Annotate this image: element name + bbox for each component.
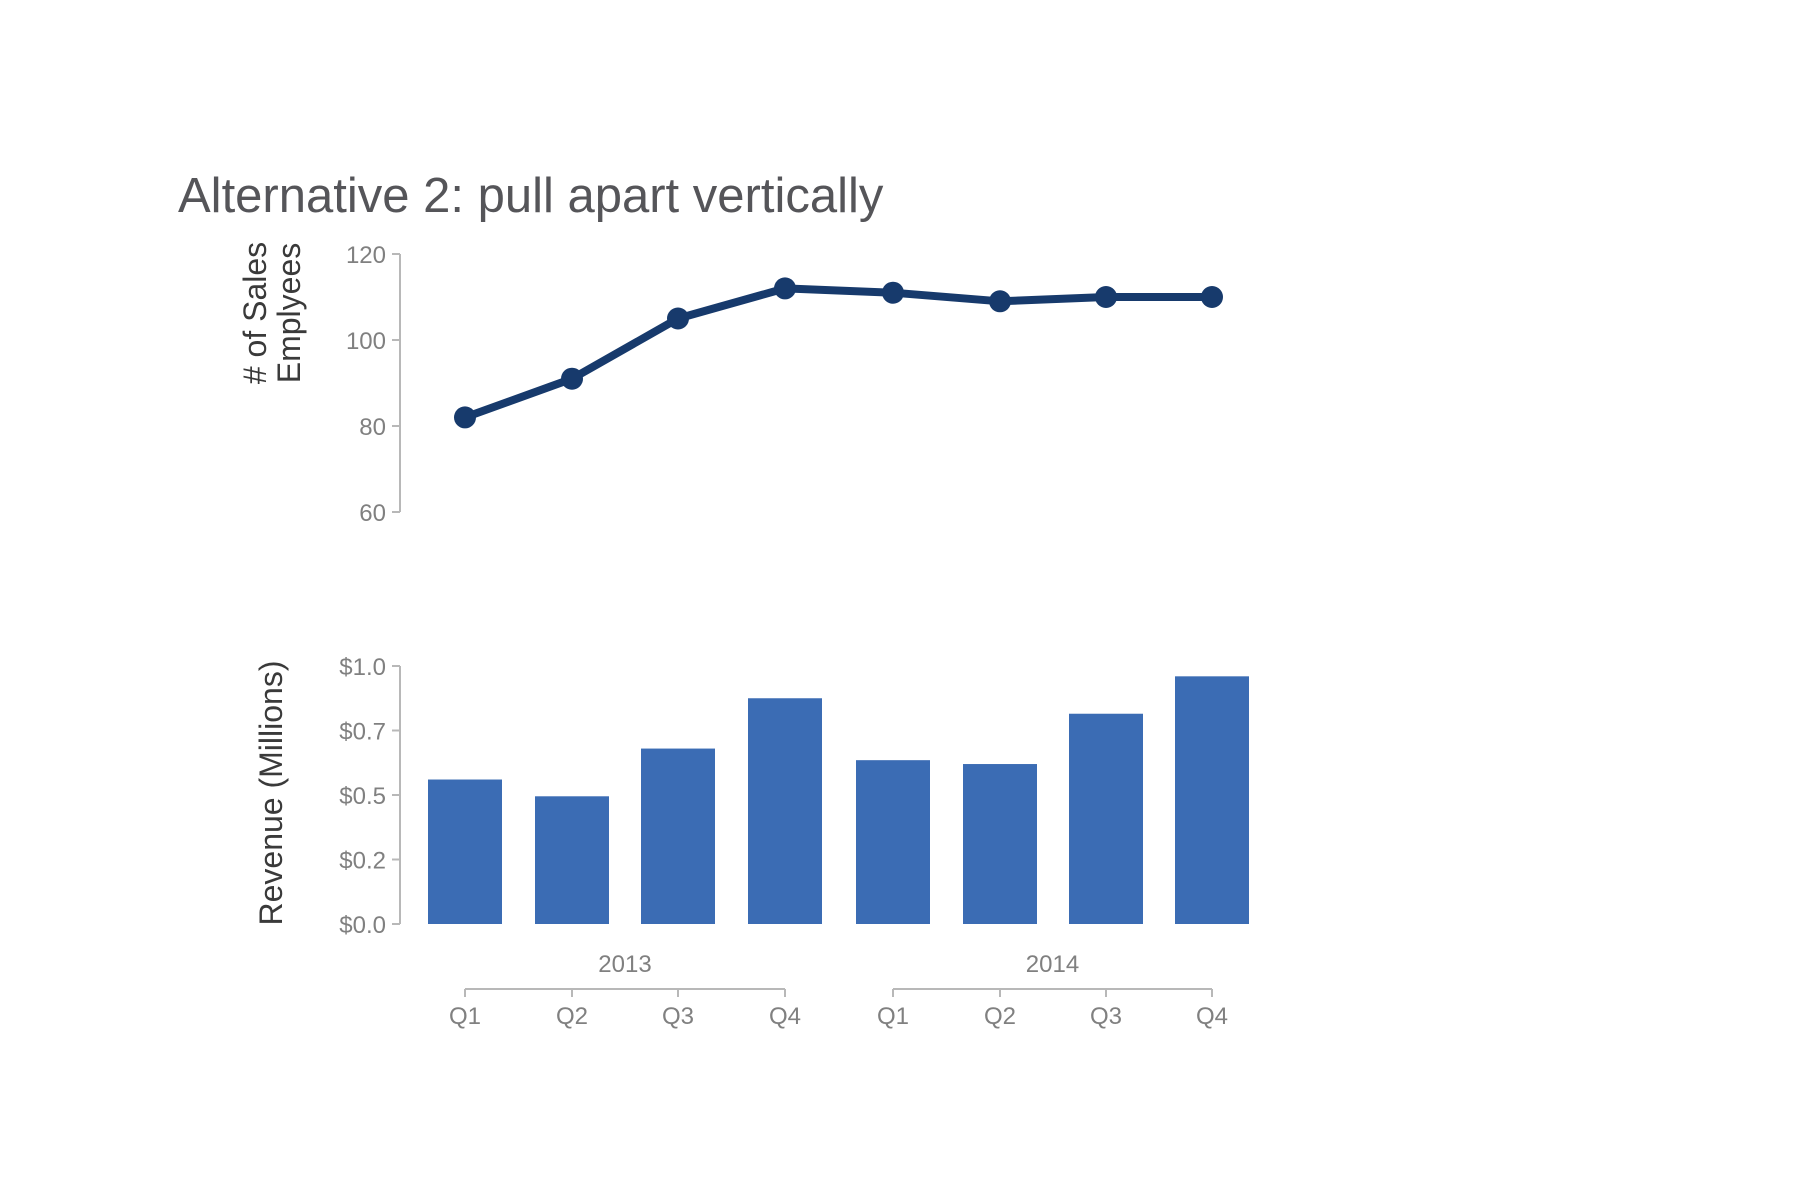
x-tick-label: Q3 (662, 1003, 694, 1030)
employees-point (882, 281, 904, 304)
revenue-bar (856, 760, 930, 924)
x-tick-label: Q2 (984, 1003, 1016, 1030)
employees-point (667, 307, 689, 330)
employees-line (461, 284, 1216, 422)
employees-series (454, 277, 1223, 429)
x-tick-label: Q1 (877, 1003, 909, 1030)
employees-point (454, 406, 476, 429)
bottom-y-tick-label: $0.2 (339, 848, 386, 875)
bottom-y-ticks: $0.0 $0.2 $0.5 $0.7 $1.0 (339, 654, 400, 939)
employees-point (561, 367, 583, 390)
top-y-axis-title-line-1: # of Sales (237, 242, 273, 384)
x-tick-label: Q2 (556, 1003, 588, 1030)
top-y-ticks: 60 80 100 120 (346, 242, 400, 527)
employees-point (1201, 286, 1223, 308)
revenue-bar (535, 796, 609, 924)
bottom-y-axis-title: Revenue (Millions) (253, 661, 289, 926)
revenue-bar (1069, 713, 1143, 924)
x-tick-label: Q4 (1196, 1003, 1228, 1030)
revenue-bar (428, 779, 502, 924)
x-tick-label: Q4 (769, 1003, 801, 1030)
revenue-bar (641, 748, 715, 924)
bottom-y-tick-label: $0.7 (339, 719, 386, 746)
top-y-axis-title-line-2: Emplyees (271, 243, 307, 384)
bottom-y-tick-label: $0.5 (339, 783, 386, 810)
employees-point (1095, 286, 1117, 308)
employees-point (774, 277, 796, 300)
top-panel: 60 80 100 120 # of Sales Emplyees (237, 242, 1223, 527)
top-y-tick-label: 80 (359, 414, 386, 441)
revenue-bars (428, 676, 1249, 924)
revenue-bar (1175, 676, 1249, 924)
bottom-panel: $0.0 $0.2 $0.5 $0.7 $1.0 Revenue (Millions) (253, 654, 1249, 939)
revenue-bar (748, 698, 822, 924)
revenue-bar (963, 764, 1037, 924)
top-y-tick-label: 100 (346, 328, 386, 355)
x-axis: 2013 2014 Q1 Q2 Q3 Q4 Q1 Q2 Q3 Q4 (449, 951, 1228, 1030)
top-y-tick-label: 60 (359, 500, 386, 527)
bottom-y-tick-label: $0.0 (339, 912, 386, 939)
x-tick-label: Q1 (449, 1003, 481, 1030)
employees-point (989, 290, 1011, 313)
top-y-tick-label: 120 (346, 242, 386, 269)
bottom-y-tick-label: $1.0 (339, 654, 386, 681)
chart-title: Alternative 2: pull apart vertically (178, 169, 884, 223)
x-group-label: 2014 (1026, 951, 1079, 978)
x-tick-label: Q3 (1090, 1003, 1122, 1030)
x-group-label: 2013 (598, 951, 651, 978)
